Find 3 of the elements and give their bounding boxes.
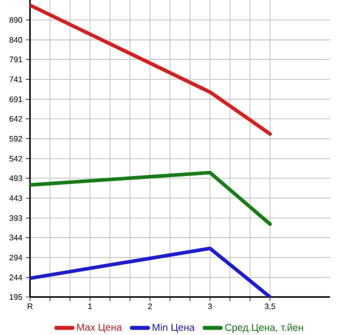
legend-label: Min Цена [152, 324, 195, 333]
legend-label: Сред.Цена, т.йен [225, 323, 303, 333]
legend-label: Max Цена [77, 324, 122, 333]
